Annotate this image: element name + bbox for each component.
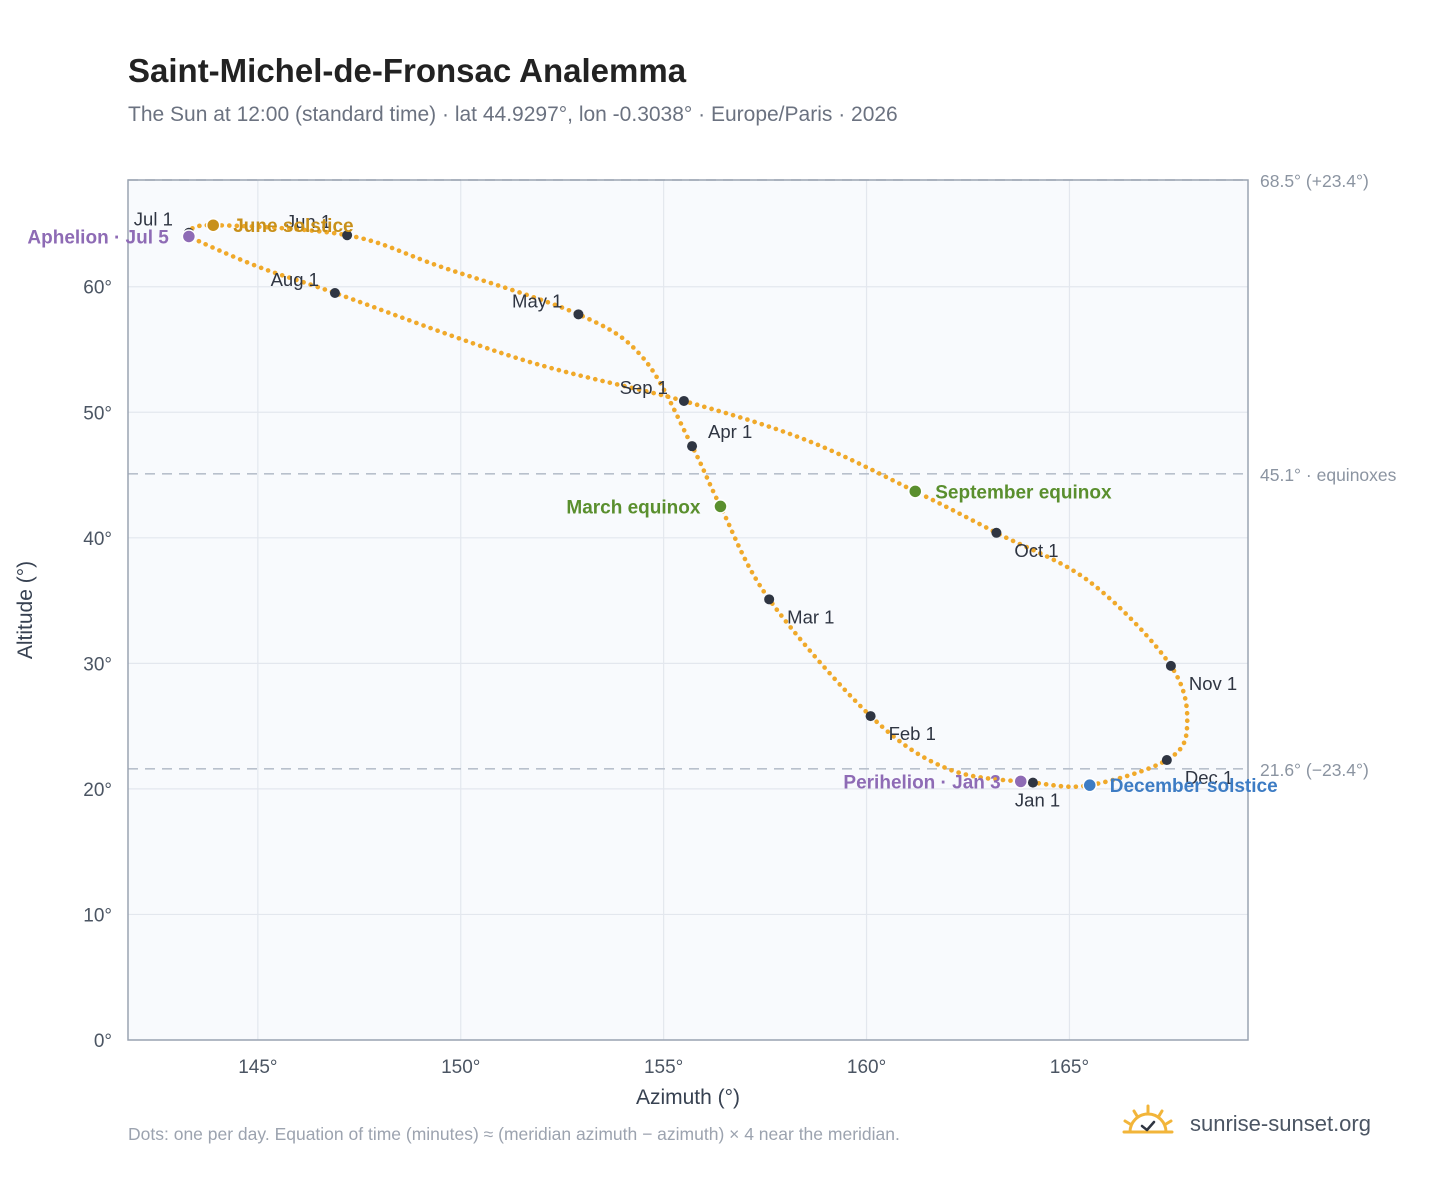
event-marker <box>907 484 923 499</box>
month-label: Jan 1 <box>1015 790 1060 811</box>
month-label: Aug 1 <box>271 269 319 290</box>
event-marker <box>1013 774 1029 789</box>
y-tick-label: 20° <box>83 780 112 801</box>
month-marker <box>329 287 340 298</box>
month-marker <box>573 309 584 320</box>
x-tick-label: 145° <box>238 1057 277 1078</box>
month-marker <box>1165 660 1176 671</box>
month-label: May 1 <box>512 290 562 311</box>
event-label: Aphelion · Jul 5 <box>27 227 169 248</box>
reference-line-label: 21.6° (−23.4°) <box>1260 760 1369 780</box>
event-label: Perihelion · Jan 3 <box>843 772 1000 793</box>
reference-line-label: 45.1° · equinoxes <box>1260 465 1397 485</box>
event-markers: June solstice December solstice March equi… <box>27 216 1277 797</box>
month-marker <box>991 527 1002 538</box>
month-marker <box>1027 777 1038 788</box>
y-tick-label: 0° <box>94 1031 112 1052</box>
brand-link[interactable]: sunrise-sunset.org <box>1120 1102 1420 1148</box>
axis-ticks: 145° 150° 155° 160° 165° 0° 10° 20° 30° 40° 50° 60° <box>83 278 1089 1078</box>
y-tick-label: 30° <box>83 654 112 675</box>
x-axis-label: Azimuth (°) <box>636 1086 740 1109</box>
x-tick-label: 150° <box>441 1057 480 1078</box>
month-marker <box>678 395 689 406</box>
month-marker <box>865 711 876 722</box>
month-marker <box>764 594 775 605</box>
y-tick-label: 50° <box>83 403 112 424</box>
plot-area <box>128 180 1248 1040</box>
month-marker <box>1161 755 1172 766</box>
month-label: Oct 1 <box>1014 540 1058 561</box>
reference-line-label: 68.5° (+23.4°) <box>1260 171 1369 191</box>
plot-frame <box>127 179 1249 1041</box>
y-tick-label: 10° <box>83 905 112 926</box>
month-label: Feb 1 <box>889 723 936 744</box>
event-label: September equinox <box>935 482 1112 503</box>
event-marker <box>713 499 728 514</box>
event-marker <box>1082 777 1097 793</box>
month-label: Nov 1 <box>1189 673 1237 694</box>
reference-lines: 68.5° (+23.4°) 45.1° · equinoxes 21.6° (−2… <box>128 171 1397 780</box>
x-tick-label: 155° <box>644 1057 683 1078</box>
y-tick-label: 60° <box>83 278 112 299</box>
month-label: Mar 1 <box>787 606 834 627</box>
event-marker <box>205 217 221 233</box>
chart-subtitle: The Sun at 12:00 (standard time) · lat 4… <box>128 103 898 126</box>
event-marker <box>181 229 197 244</box>
month-marker <box>687 441 698 452</box>
chart-title: Saint-Michel-de-Fronsac Analemma <box>128 52 687 89</box>
month-label: Jul 1 <box>134 209 173 230</box>
event-label: December solstice <box>1110 776 1278 797</box>
month-label: Jun 1 <box>286 211 331 232</box>
event-label: June solstice <box>233 216 353 237</box>
month-marker <box>342 230 353 241</box>
month-label: Dec 1 <box>1185 767 1233 788</box>
brand-name[interactable]: sunrise-sunset.org <box>1190 1111 1371 1136</box>
x-tick-label: 160° <box>847 1057 886 1078</box>
month-markers: Jan 1 Feb 1 Mar 1 Apr 1 May 1 Jun 1 Jul 1 Aug 1… <box>134 209 1237 811</box>
month-label: Apr 1 <box>708 421 752 442</box>
y-axis-label: Altitude (°) <box>14 561 37 659</box>
x-tick-label: 165° <box>1050 1057 1089 1078</box>
y-tick-label: 40° <box>83 529 112 550</box>
footnote: Dots: one per day. Equation of time (min… <box>128 1124 900 1144</box>
sun-icon <box>1122 1104 1174 1134</box>
month-label: Sep 1 <box>620 377 668 398</box>
event-label: March equinox <box>566 497 701 518</box>
